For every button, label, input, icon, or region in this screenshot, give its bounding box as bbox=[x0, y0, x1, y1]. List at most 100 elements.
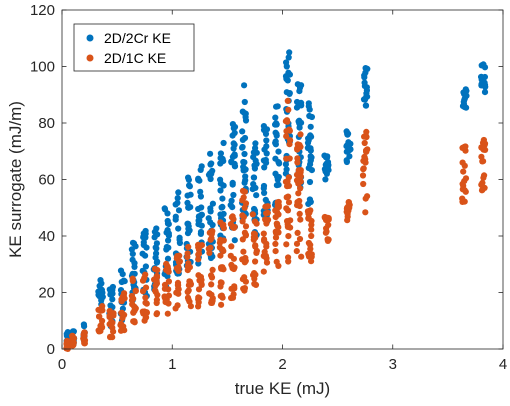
data-point bbox=[261, 164, 268, 171]
data-point bbox=[304, 139, 312, 146]
data-point bbox=[282, 161, 289, 168]
data-point bbox=[263, 210, 270, 217]
data-point bbox=[207, 150, 214, 157]
data-point bbox=[361, 74, 368, 81]
data-point bbox=[241, 98, 248, 106]
data-point bbox=[284, 97, 291, 104]
data-point bbox=[185, 220, 192, 227]
data-point bbox=[165, 265, 172, 273]
data-point bbox=[219, 155, 226, 162]
data-point bbox=[176, 259, 183, 266]
data-point bbox=[298, 253, 305, 260]
data-point bbox=[296, 124, 303, 131]
data-point bbox=[216, 244, 223, 251]
data-point bbox=[239, 128, 246, 135]
data-point bbox=[231, 237, 238, 244]
data-point bbox=[294, 98, 301, 106]
data-point bbox=[308, 221, 315, 228]
series-2 bbox=[63, 97, 489, 352]
data-point bbox=[296, 197, 303, 205]
data-point bbox=[250, 149, 257, 156]
data-point bbox=[285, 199, 293, 206]
data-point bbox=[195, 286, 203, 293]
data-point bbox=[209, 200, 216, 207]
data-point bbox=[308, 167, 315, 174]
legend-label: 2D/1C KE bbox=[104, 50, 166, 66]
data-point bbox=[140, 233, 147, 240]
data-point bbox=[283, 205, 290, 212]
data-point bbox=[184, 267, 191, 274]
data-point bbox=[231, 163, 239, 170]
data-point bbox=[239, 236, 246, 243]
data-point bbox=[230, 224, 237, 231]
data-point bbox=[275, 204, 282, 211]
data-point bbox=[172, 305, 179, 312]
data-point bbox=[228, 197, 235, 204]
data-point bbox=[195, 176, 202, 183]
data-point bbox=[275, 148, 282, 155]
data-point bbox=[294, 81, 301, 88]
data-point bbox=[142, 263, 149, 270]
data-point bbox=[286, 90, 293, 97]
data-point bbox=[176, 236, 183, 243]
x-tick-label: 0 bbox=[58, 356, 66, 373]
data-point bbox=[195, 250, 203, 257]
data-point bbox=[461, 96, 468, 103]
data-point bbox=[121, 295, 128, 302]
data-point bbox=[197, 188, 204, 195]
series-1 bbox=[63, 49, 489, 349]
y-tick-label: 20 bbox=[38, 285, 55, 302]
data-point bbox=[151, 234, 158, 241]
legend-marker bbox=[86, 34, 94, 42]
data-point bbox=[219, 195, 226, 202]
data-point bbox=[131, 263, 138, 270]
data-point bbox=[117, 327, 125, 334]
data-point bbox=[132, 287, 139, 294]
data-point bbox=[461, 187, 468, 194]
data-point bbox=[81, 323, 88, 330]
data-point bbox=[250, 174, 258, 181]
data-point bbox=[305, 239, 312, 247]
data-point bbox=[164, 244, 171, 251]
data-point bbox=[273, 120, 280, 127]
data-point bbox=[263, 143, 270, 150]
data-point bbox=[305, 135, 312, 142]
data-point bbox=[241, 204, 248, 211]
data-point bbox=[207, 244, 214, 251]
data-point bbox=[305, 208, 312, 215]
data-point bbox=[132, 243, 139, 250]
data-point bbox=[217, 232, 224, 239]
data-point bbox=[198, 204, 205, 211]
data-point bbox=[305, 103, 312, 110]
data-point bbox=[296, 210, 303, 217]
data-point bbox=[296, 117, 303, 124]
data-point bbox=[240, 158, 247, 166]
data-point bbox=[209, 266, 216, 273]
data-point bbox=[121, 311, 128, 318]
data-point bbox=[218, 265, 225, 272]
data-point bbox=[242, 117, 250, 124]
data-point bbox=[208, 281, 215, 288]
data-point bbox=[273, 220, 280, 227]
y-tick-label: 120 bbox=[30, 2, 55, 19]
data-point bbox=[295, 190, 302, 197]
data-point bbox=[262, 196, 269, 203]
data-point bbox=[324, 153, 331, 160]
data-point bbox=[325, 221, 332, 229]
data-point bbox=[98, 280, 105, 287]
data-point bbox=[272, 129, 279, 136]
data-point bbox=[274, 103, 281, 110]
data-point bbox=[143, 309, 150, 316]
data-point bbox=[362, 156, 369, 163]
data-point bbox=[272, 155, 279, 162]
data-point bbox=[187, 280, 194, 287]
data-point bbox=[306, 196, 313, 203]
data-point bbox=[343, 157, 350, 164]
data-point bbox=[239, 212, 246, 219]
data-point bbox=[462, 175, 470, 182]
data-point bbox=[153, 250, 160, 257]
data-point bbox=[229, 294, 237, 301]
data-point bbox=[220, 210, 227, 217]
